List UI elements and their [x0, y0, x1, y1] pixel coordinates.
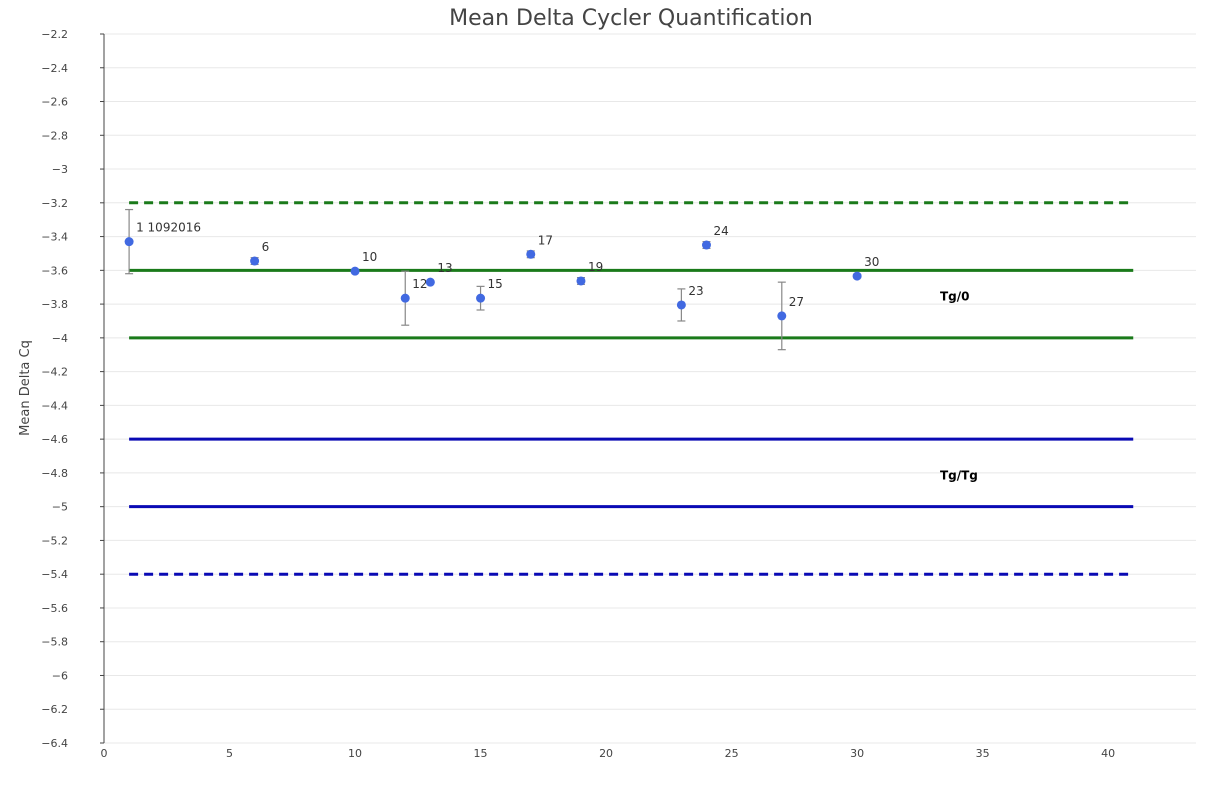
y-tick-label: −5.4: [41, 568, 68, 581]
data-point: [526, 249, 536, 259]
point-label: 17: [538, 233, 553, 247]
y-tick-label: −3.8: [41, 298, 68, 311]
zone-annotation: Tg/0: [940, 290, 970, 304]
point-label: 27: [789, 295, 804, 309]
chart-title: Mean Delta Cycler Quantification: [449, 6, 813, 31]
point-label: 19: [588, 260, 603, 274]
y-tick-label: −3.2: [41, 197, 68, 210]
y-tick-label: −5.8: [41, 636, 68, 649]
data-point: [676, 300, 686, 310]
y-tick-label: −6.4: [41, 737, 68, 750]
y-tick-label: −4.2: [41, 366, 68, 379]
y-tick-label: −3: [52, 163, 68, 176]
data-point: [250, 256, 260, 266]
point-label: 13: [437, 261, 452, 275]
y-tick-label: −4.4: [41, 399, 68, 412]
data-point: [400, 293, 410, 303]
y-axis-label: Mean Delta Cq: [18, 340, 33, 436]
point-label: 30: [864, 255, 879, 269]
point-label: 23: [688, 284, 703, 298]
zone-annotation: Tg/Tg: [940, 469, 978, 483]
point-label: 10: [362, 250, 377, 264]
data-point: [852, 271, 862, 281]
y-tick-label: −5.6: [41, 602, 68, 615]
x-tick-label: 15: [474, 747, 488, 760]
data-point: [350, 266, 360, 276]
data-point: [425, 277, 435, 287]
y-tick-label: −2.4: [41, 62, 68, 75]
y-tick-label: −3.6: [41, 264, 68, 277]
data-point: [476, 293, 486, 303]
point-label: 15: [488, 277, 503, 291]
y-tick-label: −6.2: [41, 703, 68, 716]
y-tick-label: −5: [52, 501, 68, 514]
x-tick-label: 10: [348, 747, 362, 760]
data-point: [777, 311, 787, 321]
x-tick-label: 40: [1101, 747, 1115, 760]
y-tick-label: −2.8: [41, 129, 68, 142]
y-tick-label: −4.8: [41, 467, 68, 480]
point-label: 1 1092016: [136, 221, 201, 235]
x-tick-label: 30: [850, 747, 864, 760]
point-label: 24: [713, 224, 728, 238]
x-tick-label: 0: [101, 747, 108, 760]
y-tick-label: −4: [52, 332, 68, 345]
x-tick-label: 5: [226, 747, 233, 760]
data-point: [576, 276, 586, 286]
point-label: 12: [412, 277, 427, 291]
y-tick-label: −3.4: [41, 231, 68, 244]
data-point: [701, 240, 711, 250]
x-tick-label: 20: [599, 747, 613, 760]
y-tick-label: −2.6: [41, 96, 68, 109]
y-tick-label: −6: [52, 669, 68, 682]
data-point: [124, 237, 134, 247]
y-tick-label: −2.2: [41, 28, 68, 41]
y-tick-label: −5.2: [41, 534, 68, 547]
x-tick-label: 35: [976, 747, 990, 760]
x-tick-label: 25: [725, 747, 739, 760]
y-tick-label: −4.6: [41, 433, 68, 446]
point-label: 6: [262, 240, 270, 254]
